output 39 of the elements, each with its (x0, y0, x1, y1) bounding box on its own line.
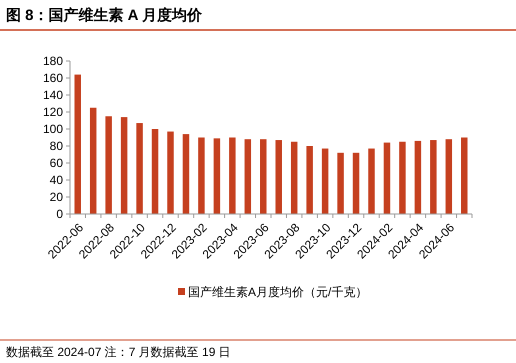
bar (290, 142, 298, 214)
bar (461, 138, 468, 214)
bar (337, 152, 344, 214)
bar (198, 138, 205, 214)
legend: 国产维生素A月度均价（元/千克） (178, 285, 368, 299)
y-tick-label: 0 (56, 207, 64, 221)
y-tick-label: 80 (50, 139, 64, 153)
bar (368, 148, 375, 214)
y-tick-label: 100 (42, 122, 64, 136)
bar (399, 142, 406, 214)
bar (167, 132, 174, 214)
bar (352, 152, 360, 214)
bar (430, 140, 437, 214)
bar (182, 134, 190, 214)
bar (322, 148, 328, 214)
y-tick-label: 40 (50, 173, 64, 187)
y-tick-label: 160 (42, 71, 64, 85)
y-tick-label: 180 (42, 54, 64, 68)
bar (214, 138, 220, 214)
bar (152, 129, 158, 214)
bar (74, 74, 81, 214)
bar (446, 139, 452, 214)
bar (306, 146, 313, 214)
bar (414, 140, 422, 214)
bar (260, 139, 267, 214)
bar (90, 108, 96, 214)
bar (105, 116, 112, 214)
bar (275, 140, 282, 214)
y-tick-label: 60 (50, 156, 64, 170)
bar (120, 117, 128, 214)
y-tick-label: 120 (42, 105, 64, 119)
bar (384, 142, 390, 214)
chart-title: 图 8：国产维生素 A 月度均价 (6, 6, 204, 24)
y-tick-label: 20 (50, 190, 64, 204)
bar (229, 138, 236, 214)
bar (136, 123, 143, 214)
text: 数据截至 2024-07 注：7 月数据截至 19 日 (6, 345, 231, 359)
bar (244, 139, 252, 214)
y-tick-label: 140 (42, 88, 64, 102)
